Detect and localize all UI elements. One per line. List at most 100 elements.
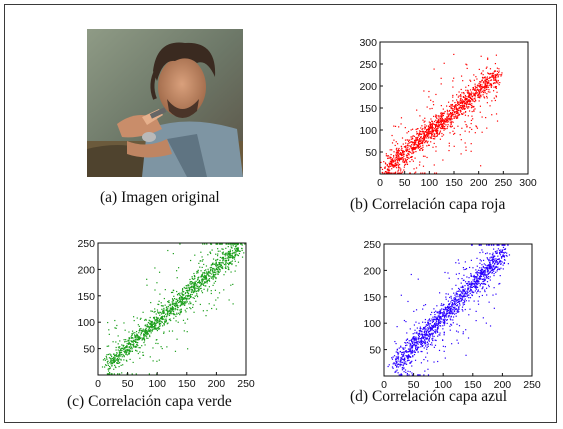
data-point (144, 334, 146, 336)
data-point (401, 369, 404, 371)
data-point (459, 111, 462, 113)
data-point (422, 155, 425, 157)
data-point (142, 330, 144, 332)
data-point (493, 272, 495, 275)
data-point (475, 125, 477, 127)
data-point (389, 169, 391, 171)
data-point (451, 120, 453, 123)
data-point (392, 160, 394, 162)
data-point (447, 101, 450, 103)
data-point (454, 297, 456, 299)
data-point (444, 123, 446, 125)
data-point (131, 348, 133, 350)
data-point (462, 108, 464, 110)
data-point (135, 349, 137, 351)
data-point (447, 307, 450, 310)
data-point (388, 169, 390, 171)
data-point (174, 306, 177, 308)
data-point (492, 261, 494, 263)
data-point (431, 120, 433, 122)
data-point (456, 304, 459, 306)
data-point (417, 144, 419, 146)
data-point (194, 281, 196, 284)
data-point (404, 347, 406, 349)
data-point (218, 268, 220, 271)
data-point (182, 319, 185, 321)
data-point (193, 275, 195, 277)
data-point (430, 333, 432, 335)
data-point (188, 295, 190, 297)
data-point (234, 270, 236, 272)
data-point (415, 344, 418, 346)
data-point (503, 248, 505, 251)
data-point (125, 339, 127, 341)
data-point (185, 302, 187, 304)
data-point (434, 138, 436, 140)
data-point (200, 251, 202, 253)
data-point (201, 290, 203, 292)
data-point (152, 326, 155, 328)
data-point (395, 171, 397, 173)
data-point (407, 130, 410, 133)
data-point (224, 260, 226, 262)
data-point (205, 275, 207, 277)
data-point (187, 284, 189, 286)
data-point (461, 99, 463, 101)
data-point (121, 347, 123, 350)
data-point (162, 311, 164, 313)
data-point (475, 93, 477, 95)
data-point (426, 131, 428, 133)
data-point (220, 243, 222, 245)
data-point (415, 138, 417, 140)
data-point (416, 342, 418, 345)
data-point (438, 311, 440, 313)
data-point (479, 83, 481, 85)
data-point (191, 278, 194, 280)
data-point (419, 140, 421, 142)
data-point (220, 265, 222, 267)
data-point (130, 350, 132, 352)
data-point (440, 112, 442, 114)
data-point (465, 100, 467, 102)
data-point (444, 309, 446, 311)
data-point (474, 100, 476, 103)
data-point (454, 111, 456, 114)
data-point (163, 331, 165, 333)
data-point (150, 322, 153, 324)
data-point (478, 93, 481, 95)
data-point (488, 261, 491, 264)
data-point (174, 350, 177, 352)
data-point (464, 97, 466, 99)
data-point (472, 92, 474, 94)
data-point (421, 344, 423, 346)
data-point (426, 125, 428, 127)
data-point (443, 334, 445, 336)
data-point (425, 131, 427, 133)
data-point (445, 124, 447, 126)
data-point (118, 366, 120, 368)
data-point (480, 81, 482, 83)
data-point (484, 267, 487, 269)
data-point (453, 302, 456, 305)
data-point (450, 323, 452, 325)
data-point (429, 123, 431, 125)
data-point (422, 340, 424, 343)
data-point (175, 304, 177, 306)
data-point (232, 283, 234, 286)
data-point (441, 114, 444, 116)
data-point (219, 270, 221, 272)
data-point (485, 85, 487, 87)
data-point (216, 259, 218, 261)
data-point (442, 126, 444, 128)
data-point (462, 291, 464, 293)
data-point (479, 86, 481, 88)
data-point (209, 271, 211, 273)
data-point (476, 257, 478, 259)
data-point (467, 281, 469, 283)
data-point (475, 282, 478, 285)
data-point (394, 364, 397, 366)
data-point (459, 107, 461, 109)
data-point (460, 96, 462, 98)
data-point (133, 340, 135, 342)
data-point (470, 274, 472, 276)
